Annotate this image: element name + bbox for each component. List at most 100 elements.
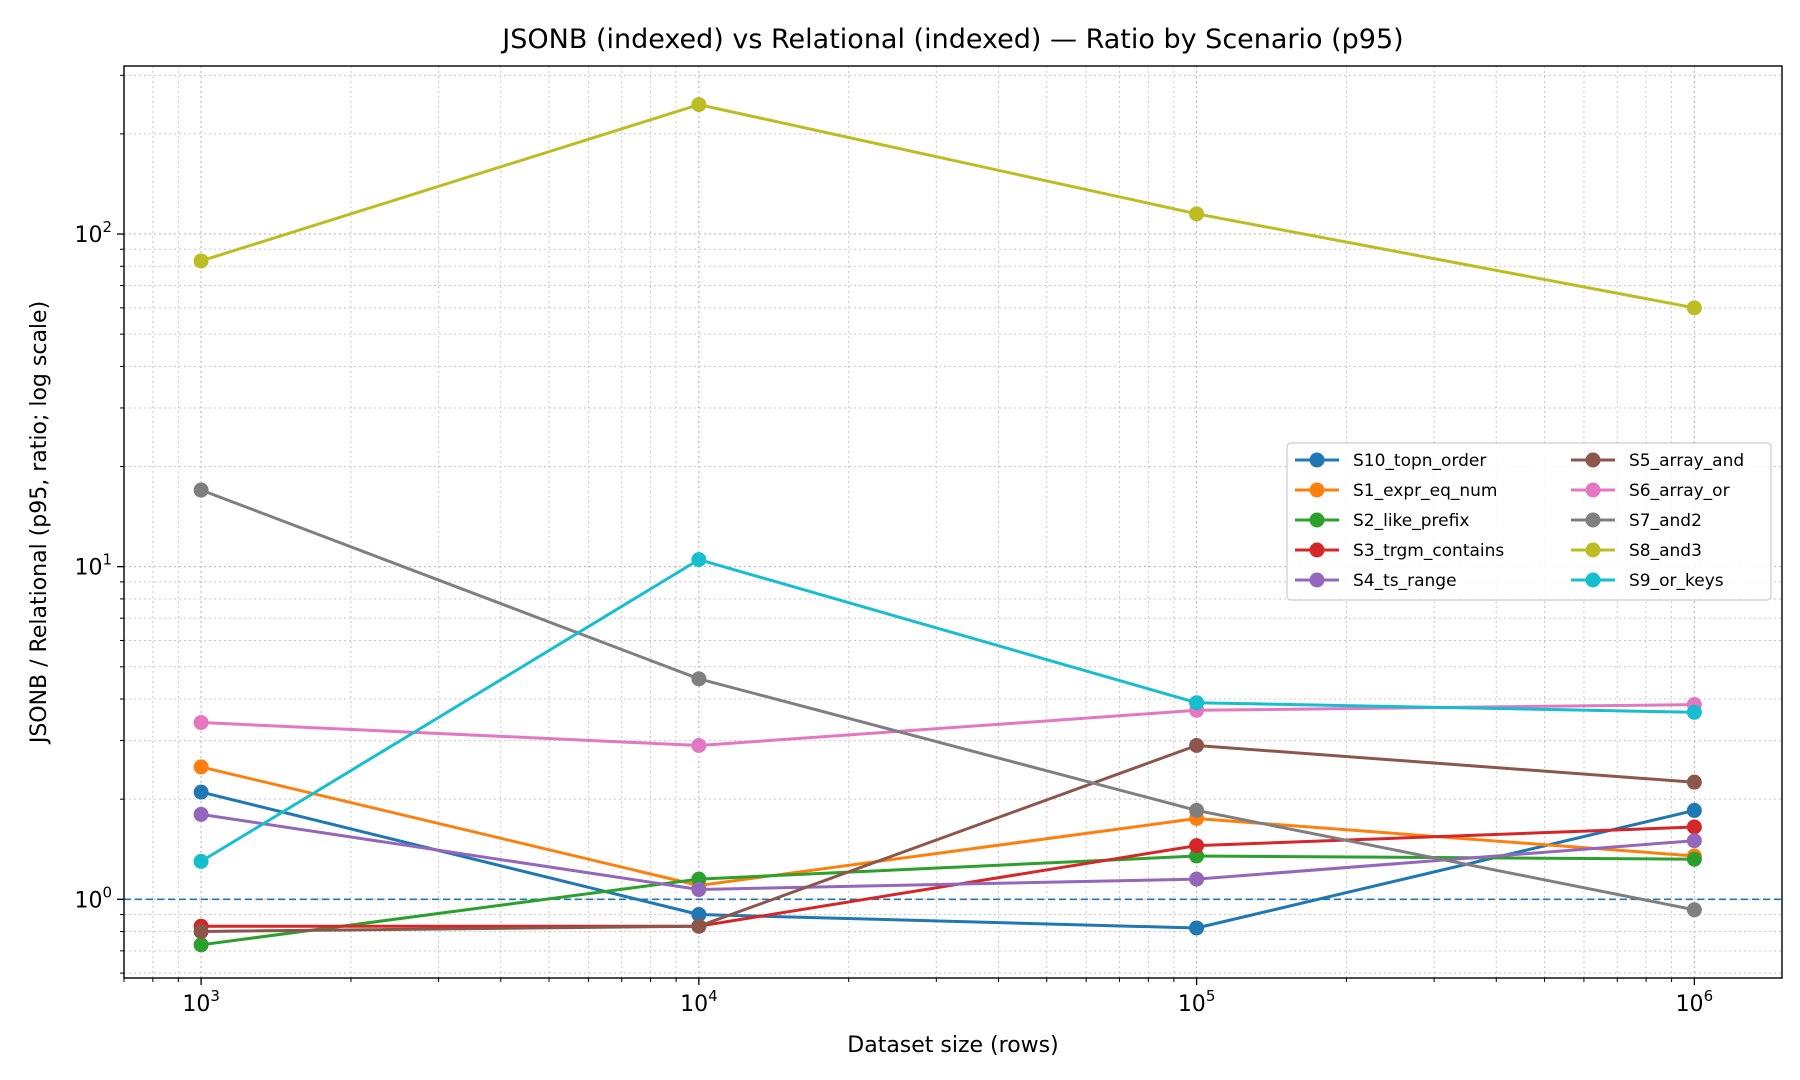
x-tick-label-base: 10 xyxy=(182,992,210,1017)
legend-swatch-marker xyxy=(1309,572,1325,588)
x-tick-label: 106 xyxy=(1676,987,1714,1017)
legend-label: S2_like_prefix xyxy=(1353,511,1469,531)
data-point xyxy=(1686,774,1702,790)
series-S7_and2 xyxy=(193,482,1702,918)
x-tick-label-base: 10 xyxy=(1676,992,1704,1017)
data-point xyxy=(1189,848,1205,864)
x-tick-label: 103 xyxy=(182,987,220,1017)
x-tick-label-base: 10 xyxy=(680,992,708,1017)
data-point xyxy=(1189,920,1205,936)
legend-swatch-marker xyxy=(1309,482,1325,498)
y-tick-label: 102 xyxy=(74,218,112,248)
data-point xyxy=(193,759,209,775)
series-S8_and3 xyxy=(193,97,1702,316)
data-point xyxy=(691,97,707,113)
legend-swatch-marker xyxy=(1309,512,1325,528)
series-line xyxy=(201,825,1695,928)
x-tick-label-base: 10 xyxy=(1178,992,1206,1017)
legend-label: S1_expr_eq_num xyxy=(1353,481,1497,501)
y-tick-label-exponent: 2 xyxy=(102,218,112,236)
y-tick-label: 100 xyxy=(74,883,112,913)
y-tick-label-exponent: 0 xyxy=(102,883,112,901)
y-tick-label-base: 10 xyxy=(74,223,102,248)
data-point xyxy=(1686,704,1702,720)
series-line xyxy=(200,488,1695,912)
series-line xyxy=(201,744,1695,933)
legend-item: S9_or_keys xyxy=(1571,571,1724,591)
data-point xyxy=(1686,802,1702,818)
x-tick-label-exponent: 5 xyxy=(1206,987,1216,1005)
x-axis-label: Dataset size (rows) xyxy=(847,1033,1058,1058)
data-point xyxy=(193,806,209,822)
x-tick-label: 104 xyxy=(680,987,718,1017)
data-point xyxy=(691,918,707,934)
y-axis-label: JSONB / Relational (p95, ratio; log scal… xyxy=(27,301,52,745)
y-tick-label-base: 10 xyxy=(74,556,102,581)
legend-swatch-marker xyxy=(1309,452,1325,468)
series-S1_expr_eq_num xyxy=(193,759,1702,894)
legend-label: S10_topn_order xyxy=(1353,451,1486,471)
data-point xyxy=(193,253,209,269)
data-point xyxy=(1686,819,1702,835)
chart-title: JSONB (indexed) vs Relational (indexed) … xyxy=(500,24,1403,55)
series-layer xyxy=(193,97,1702,953)
legend-box xyxy=(1286,442,1772,601)
data-point xyxy=(691,671,707,687)
legend-item: S8_and3 xyxy=(1571,541,1702,561)
legend-label: S7_and2 xyxy=(1629,511,1702,531)
data-point xyxy=(691,737,707,753)
legend-label: S8_and3 xyxy=(1629,541,1702,561)
legend: S10_topn_order S1_expr_eq_num S2_like_pref… xyxy=(1286,442,1772,601)
data-point xyxy=(193,715,209,731)
series-S5_array_and xyxy=(193,737,1702,940)
x-axis-ticks: 103 104 105 106 xyxy=(123,978,1714,1017)
data-point xyxy=(1189,206,1205,222)
data-point xyxy=(193,924,209,940)
series-line xyxy=(200,103,1695,310)
y-tick-label-exponent: 1 xyxy=(102,551,112,569)
x-tick-label-exponent: 6 xyxy=(1704,987,1714,1005)
series-line xyxy=(200,558,1695,863)
legend-label: S4_ts_range xyxy=(1353,571,1457,591)
legend-item: S4_ts_range xyxy=(1295,571,1457,591)
data-point xyxy=(1189,737,1205,753)
data-point xyxy=(1189,695,1205,711)
y-tick-label-base: 10 xyxy=(74,888,102,913)
data-point xyxy=(691,882,707,898)
legend-swatch-marker xyxy=(1585,542,1601,558)
data-point xyxy=(193,853,209,869)
data-point xyxy=(193,784,209,800)
legend-label: S6_array_or xyxy=(1629,481,1730,501)
data-point xyxy=(1686,833,1702,849)
legend-item: S5_array_and xyxy=(1571,451,1744,471)
data-point xyxy=(1189,871,1205,887)
legend-swatch-marker xyxy=(1585,482,1601,498)
data-point xyxy=(1189,802,1205,818)
legend-swatch-marker xyxy=(1585,452,1601,468)
data-point xyxy=(691,907,707,923)
data-point xyxy=(1189,838,1205,854)
legend-item: S1_expr_eq_num xyxy=(1295,481,1497,501)
data-point xyxy=(1686,851,1702,867)
legend-swatch-marker xyxy=(1309,542,1325,558)
x-tick-label-exponent: 3 xyxy=(210,987,220,1005)
legend-label: S9_or_keys xyxy=(1629,571,1724,591)
y-tick-label: 101 xyxy=(74,551,112,581)
data-point xyxy=(691,552,707,568)
legend-item: S10_topn_order xyxy=(1295,451,1486,471)
data-point xyxy=(1686,902,1702,918)
series-S9_or_keys xyxy=(193,552,1702,869)
series-S10_topn_order xyxy=(193,784,1702,936)
legend-label: S3_trgm_contains xyxy=(1353,541,1504,561)
data-point xyxy=(691,871,707,887)
legend-item: S6_array_or xyxy=(1571,481,1730,501)
legend-item: S3_trgm_contains xyxy=(1295,541,1504,561)
plot-frame xyxy=(123,65,1783,979)
x-tick-label: 105 xyxy=(1178,987,1216,1017)
series-line xyxy=(200,854,1695,947)
legend-item: S7_and2 xyxy=(1571,511,1702,531)
legend-label: S5_array_and xyxy=(1629,451,1744,471)
